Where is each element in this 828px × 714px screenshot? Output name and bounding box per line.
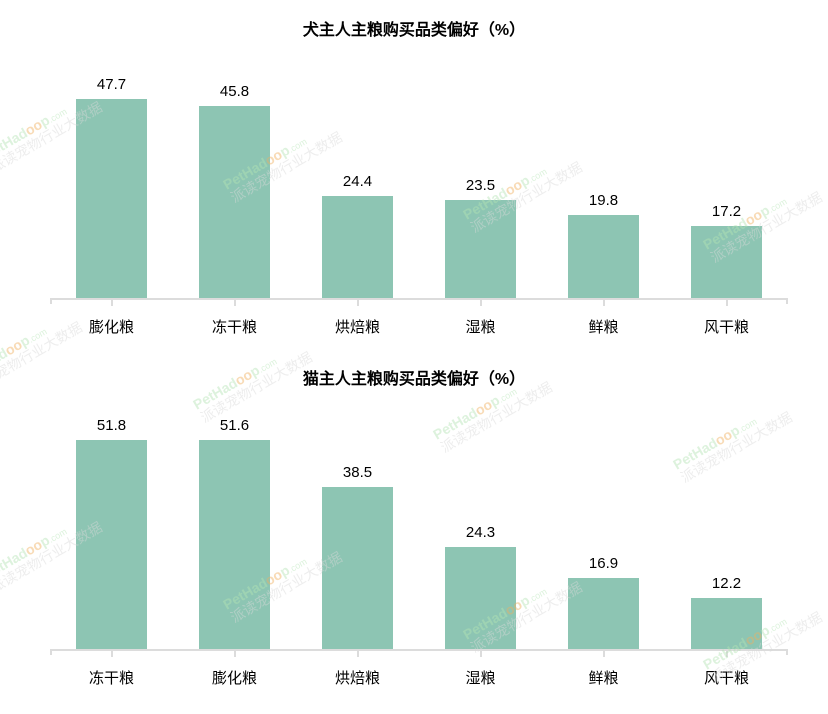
x-label: 鲜粮 <box>542 316 665 337</box>
bar-rect <box>76 440 147 649</box>
bar-wrapper: 19.8 <box>568 68 639 298</box>
bar-group: 16.9 <box>542 417 665 649</box>
x-label: 湿粮 <box>419 667 542 688</box>
bar-value-label: 51.8 <box>97 417 126 434</box>
bar-rect <box>691 598 762 649</box>
bar-wrapper: 47.7 <box>76 68 147 298</box>
plot-area: 47.7 45.8 24.4 23.5 19.8 17.2 膨化粮冻干粮烘焙粮湿粮鲜粮风干粮 <box>50 68 788 337</box>
bar-wrapper: 38.5 <box>322 417 393 649</box>
bar-wrapper: 51.6 <box>199 417 270 649</box>
x-axis-labels: 膨化粮冻干粮烘焙粮湿粮鲜粮风干粮 <box>50 316 788 337</box>
x-tick <box>726 300 728 306</box>
x-label: 冻干粮 <box>50 667 173 688</box>
x-axis-labels: 冻干粮膨化粮烘焙粮湿粮鲜粮风干粮 <box>50 667 788 688</box>
bar-rect <box>322 196 393 298</box>
bar-group: 24.4 <box>296 68 419 298</box>
bar-value-label: 16.9 <box>589 555 618 572</box>
charts-root: 犬主人主粮购买品类偏好（%） 47.7 45.8 24.4 23.5 19.8 17.2 膨化… <box>0 16 828 688</box>
bar-group: 47.7 <box>50 68 173 298</box>
x-label: 烘焙粮 <box>296 667 419 688</box>
x-tick <box>111 651 113 657</box>
bar-rect <box>445 547 516 650</box>
bar-rect <box>199 106 270 298</box>
bar-rect <box>322 487 393 649</box>
bar-rect <box>568 578 639 649</box>
bar-rect <box>76 99 147 298</box>
bar-group: 17.2 <box>665 68 788 298</box>
bar-value-label: 17.2 <box>712 203 741 220</box>
bar-wrapper: 12.2 <box>691 417 762 649</box>
bar-value-label: 12.2 <box>712 575 741 592</box>
bar-value-label: 47.7 <box>97 76 126 93</box>
bar-group: 23.5 <box>419 68 542 298</box>
x-tick <box>603 651 605 657</box>
plot-area: 51.8 51.6 38.5 24.3 16.9 12.2 冻干粮膨化粮烘焙粮湿粮鲜粮风干粮 <box>50 417 788 688</box>
bar-wrapper: 17.2 <box>691 68 762 298</box>
bar-group: 45.8 <box>173 68 296 298</box>
bar-wrapper: 16.9 <box>568 417 639 649</box>
x-tick <box>480 300 482 306</box>
x-tick <box>234 300 236 306</box>
x-label: 膨化粮 <box>50 316 173 337</box>
bar-wrapper: 24.4 <box>322 68 393 298</box>
x-tick <box>234 651 236 657</box>
bars-area: 47.7 45.8 24.4 23.5 19.8 17.2 <box>50 68 788 298</box>
bar-wrapper: 51.8 <box>76 417 147 649</box>
bar-group: 51.8 <box>50 417 173 649</box>
bar-value-label: 23.5 <box>466 177 495 194</box>
x-tick <box>357 300 359 306</box>
x-tick <box>726 651 728 657</box>
x-label: 湿粮 <box>419 316 542 337</box>
x-label: 鲜粮 <box>542 667 665 688</box>
bars-area: 51.8 51.6 38.5 24.3 16.9 12.2 <box>50 417 788 649</box>
bar-rect <box>691 226 762 298</box>
bar-value-label: 45.8 <box>220 83 249 100</box>
bar-value-label: 38.5 <box>343 464 372 481</box>
x-tick <box>357 651 359 657</box>
bar-value-label: 51.6 <box>220 417 249 434</box>
chart-title: 猫主人主粮购买品类偏好（%） <box>0 365 828 389</box>
chart-title: 犬主人主粮购买品类偏好（%） <box>0 16 828 40</box>
bar-group: 51.6 <box>173 417 296 649</box>
bar-value-label: 24.3 <box>466 524 495 541</box>
x-ticks <box>50 300 788 306</box>
chart-gap <box>0 337 828 351</box>
x-tick <box>111 300 113 306</box>
dog-chart: 犬主人主粮购买品类偏好（%） 47.7 45.8 24.4 23.5 19.8 17.2 膨化… <box>0 16 828 337</box>
bar-rect <box>199 440 270 649</box>
bar-value-label: 24.4 <box>343 173 372 190</box>
bar-value-label: 19.8 <box>589 192 618 209</box>
x-label: 风干粮 <box>665 667 788 688</box>
cat-chart: 猫主人主粮购买品类偏好（%） 51.8 51.6 38.5 24.3 16.9 12.2 冻干… <box>0 365 828 688</box>
bar-rect <box>445 200 516 298</box>
x-tick <box>480 651 482 657</box>
bar-wrapper: 45.8 <box>199 68 270 298</box>
x-ticks <box>50 651 788 657</box>
bar-group: 19.8 <box>542 68 665 298</box>
bar-group: 24.3 <box>419 417 542 649</box>
bar-group: 12.2 <box>665 417 788 649</box>
x-label: 膨化粮 <box>173 667 296 688</box>
bar-rect <box>568 215 639 298</box>
bar-wrapper: 23.5 <box>445 68 516 298</box>
x-label: 风干粮 <box>665 316 788 337</box>
bar-wrapper: 24.3 <box>445 417 516 649</box>
x-label: 烘焙粮 <box>296 316 419 337</box>
x-tick <box>603 300 605 306</box>
bar-group: 38.5 <box>296 417 419 649</box>
x-label: 冻干粮 <box>173 316 296 337</box>
